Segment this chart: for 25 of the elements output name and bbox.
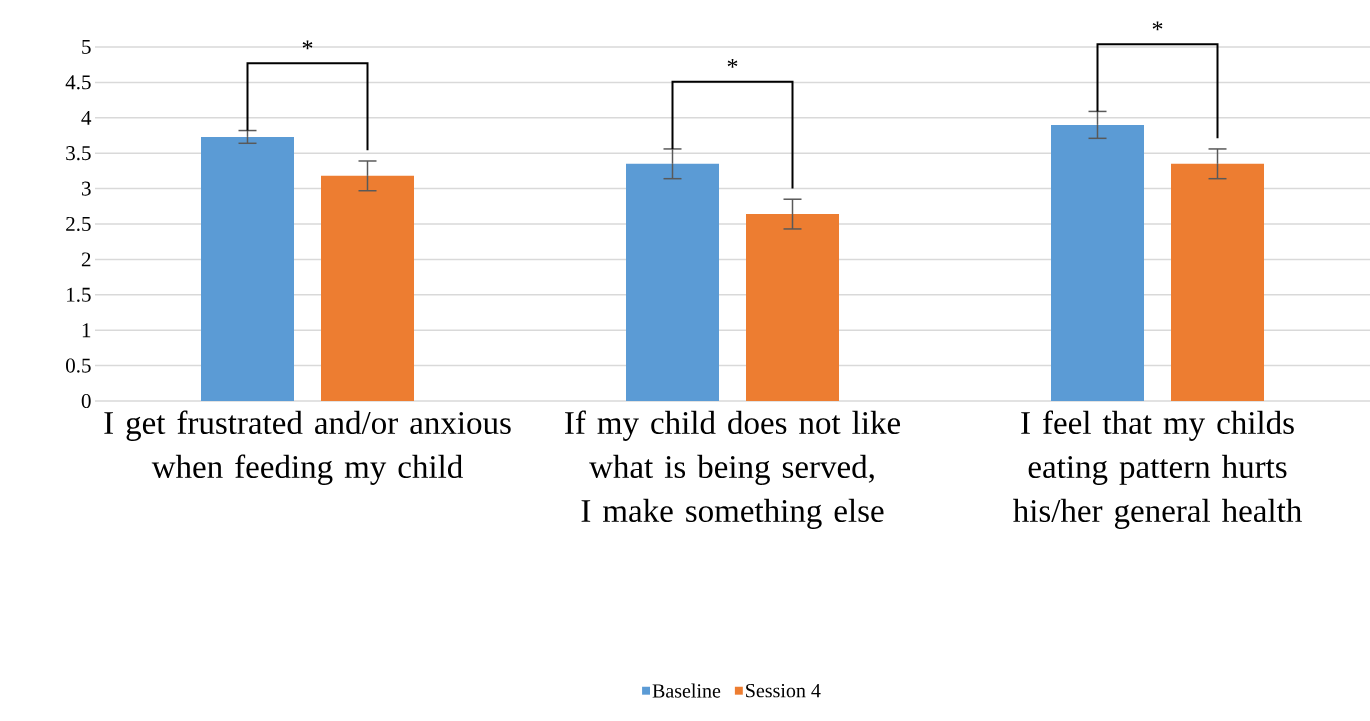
y-tick-label: 4.5 — [65, 75, 91, 90]
y-tick-label: 2 — [81, 252, 91, 267]
y-tick-label: 0 — [81, 393, 91, 409]
legend-label: Session 4 — [746, 683, 821, 698]
x-tick-label: I get frustrated and/or anxious when feeding my child — [104, 410, 511, 485]
bar — [1051, 124, 1144, 401]
bar — [1171, 163, 1264, 401]
text: * — [1152, 21, 1163, 31]
y-tick-label: 1 — [82, 323, 91, 338]
y-tick-label: 3 — [81, 181, 91, 196]
y-tick-label: 0.5 — [66, 358, 91, 373]
bar — [626, 163, 719, 401]
bar — [201, 136, 294, 401]
y-tick-label: 3.5 — [66, 146, 91, 161]
annotation: * — [302, 40, 313, 50]
x-tick-label: If my child does not like what is being served, I make something else — [565, 410, 901, 529]
bar — [746, 214, 839, 401]
x-tick-label: I feel that my childs eating pattern hurts his/her general health — [1013, 410, 1302, 529]
y-tick-label: 1.5 — [67, 287, 91, 302]
legend-label: Baseline — [652, 683, 721, 698]
y-tick-label: 2.5 — [66, 216, 91, 232]
y-tick-label: 5 — [82, 40, 91, 54]
bar — [321, 175, 414, 401]
annotation: * — [727, 58, 738, 68]
y-tick-label: 4 — [81, 110, 92, 125]
